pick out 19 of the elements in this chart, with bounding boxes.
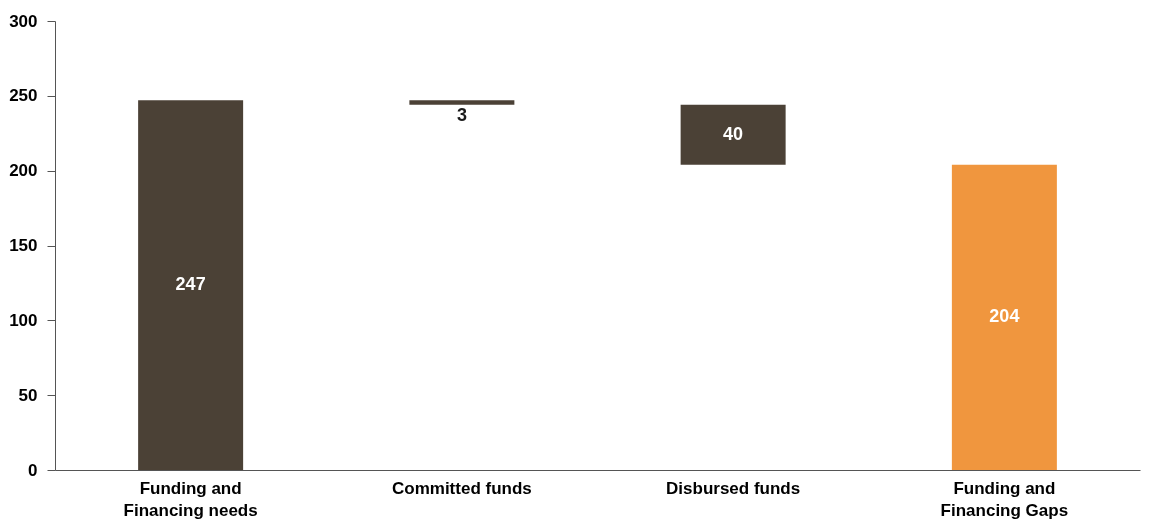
- y-tick-label: 0: [28, 460, 38, 480]
- bar: [138, 100, 244, 470]
- y-tick-label: 200: [9, 161, 38, 181]
- data-label: 247: [175, 274, 206, 295]
- x-tick-label: Funding and Financing needs: [123, 478, 258, 520]
- y-tick-label: 100: [9, 310, 38, 330]
- y-tick-label: 300: [9, 11, 38, 31]
- y-tick-label: 50: [18, 385, 38, 405]
- x-tick-label: Committed funds: [391, 478, 532, 498]
- x-tick-label: Disbursed funds: [666, 478, 801, 498]
- bar: [680, 104, 786, 165]
- data-label: 3: [456, 105, 467, 126]
- y-tick-label: 250: [9, 86, 38, 106]
- bar: [409, 100, 515, 105]
- data-label: 40: [723, 123, 744, 144]
- y-tick-label: 150: [9, 236, 38, 255]
- x-tick-label: Funding and Financing Gaps: [940, 478, 1069, 520]
- data-label: 204: [989, 306, 1020, 327]
- bar: [951, 164, 1057, 470]
